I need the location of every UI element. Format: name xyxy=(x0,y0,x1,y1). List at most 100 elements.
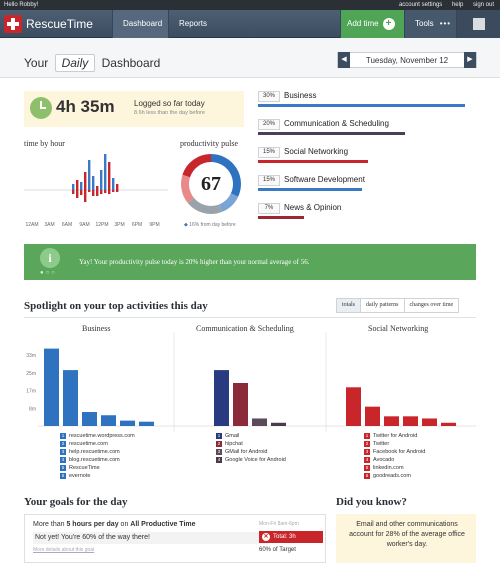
spotlight-bar[interactable] xyxy=(120,420,135,426)
y-tick-label: 8m xyxy=(29,407,36,413)
tools-label: Tools xyxy=(415,19,434,28)
add-time-button[interactable]: Add time + xyxy=(340,10,404,38)
hourly-bar-up xyxy=(76,180,79,190)
spotlight-panel: Business Communication & Scheduling Soci… xyxy=(24,317,476,480)
up-arrow-icon: ◆ xyxy=(184,222,188,228)
legend-label: hipchat xyxy=(225,441,243,447)
category-row[interactable]: 15% Social Networking xyxy=(258,147,488,169)
hourly-bar-down xyxy=(88,190,91,192)
legend-item[interactable]: 4 Google Voice for Android xyxy=(216,456,286,464)
nav-dashboard[interactable]: Dashboard xyxy=(112,10,168,38)
goal-card: More than 5 hours per day on All Product… xyxy=(24,514,326,563)
spotlight-bar[interactable] xyxy=(214,370,229,426)
plus-icon: + xyxy=(382,18,395,30)
legend-item[interactable]: 2 Twitter xyxy=(364,440,425,448)
next-day-button[interactable]: ▶ xyxy=(464,52,476,68)
legend-label: Twitter for Android xyxy=(373,433,418,439)
legend-item[interactable]: 3 help.rescuetime.com xyxy=(60,448,135,456)
goal-text-a: More than xyxy=(33,521,67,528)
account-settings-link[interactable]: account settings xyxy=(398,2,443,8)
legend-item[interactable]: 1 Twitter for Android xyxy=(364,432,425,440)
spotlight-bar[interactable] xyxy=(271,422,286,426)
logo[interactable]: RescueTime xyxy=(4,14,93,34)
spotlight-bar[interactable] xyxy=(44,348,59,426)
logo-text: RescueTime xyxy=(26,17,93,31)
category-row[interactable]: 7% News & Opinion xyxy=(258,203,488,225)
prev-day-button[interactable]: ◀ xyxy=(338,52,350,68)
spotlight-legend: 1 rescuetime.wordpress.com 2 rescuetime.com… xyxy=(60,432,135,480)
category-name: Social Networking xyxy=(284,147,349,156)
legend-item[interactable]: 5 RescueTime xyxy=(60,464,135,472)
help-link[interactable]: help xyxy=(451,2,464,8)
notes-button[interactable] xyxy=(456,10,500,38)
legend-item[interactable]: 4 blog.rescuetime.com xyxy=(60,456,135,464)
legend-swatch: 2 xyxy=(364,440,370,447)
time-by-hour-title: time by hour xyxy=(24,139,65,148)
hourly-bar-down xyxy=(100,190,103,194)
nav-reports[interactable]: Reports xyxy=(168,10,218,38)
time-logged-summary: 4h 35m Logged so far today 8.6h less tha… xyxy=(24,91,244,127)
pulse-segment xyxy=(218,193,239,212)
period-select[interactable]: Daily xyxy=(54,54,96,72)
rescuetime-cross-icon xyxy=(4,15,22,33)
banner-pager[interactable]: ●○○ xyxy=(40,270,57,276)
legend-item[interactable]: 1 rescuetime.wordpress.com xyxy=(60,432,135,440)
spotlight-bar[interactable] xyxy=(82,412,97,426)
legend-item[interactable]: 6 evernote xyxy=(60,472,135,480)
tab-totals[interactable]: totals xyxy=(336,298,361,313)
greeting: Hello Robby! xyxy=(4,2,39,8)
spotlight-bar[interactable] xyxy=(139,421,154,426)
legend-item[interactable]: 1 Gmail xyxy=(216,432,286,440)
pulse-banner: i ●○○ Yay! Your productivity pulse today… xyxy=(24,244,476,280)
hourly-tick-label: 9PM xyxy=(149,222,159,228)
hourly-bar-down xyxy=(72,190,75,194)
current-date[interactable]: Tuesday, November 12 xyxy=(365,55,449,65)
spotlight-bar[interactable] xyxy=(403,416,418,426)
category-percent: 20% xyxy=(258,119,280,130)
spotlight-bar[interactable] xyxy=(252,418,267,426)
legend-label: help.rescuetime.com xyxy=(69,449,120,455)
spotlight-bar[interactable] xyxy=(422,418,437,426)
close-icon: ✕ xyxy=(262,533,270,541)
category-row[interactable]: 20% Communication & Scheduling xyxy=(258,119,488,141)
legend-item[interactable]: 4 Avocado xyxy=(364,456,425,464)
did-you-know-title: Did you know? xyxy=(336,496,407,508)
spotlight-bar[interactable] xyxy=(346,387,361,426)
hourly-bar-up xyxy=(108,162,111,190)
legend-item[interactable]: 2 hipchat xyxy=(216,440,286,448)
pulse-note: ◆ 16% from day before xyxy=(184,222,236,228)
spotlight-bar[interactable] xyxy=(384,416,399,426)
productivity-pulse-chart: 67 xyxy=(181,154,241,214)
tab-daily-patterns[interactable]: daily patterns xyxy=(360,298,405,313)
spotlight-bar[interactable] xyxy=(233,383,248,426)
spotlight-bar[interactable] xyxy=(63,370,78,426)
tab-changes-over-time[interactable]: changes over time xyxy=(403,298,460,313)
spotlight-title: Spotlight on your top activities this da… xyxy=(24,300,208,312)
legend-item[interactable]: 3 Facebook for Android xyxy=(364,448,425,456)
category-name: Business xyxy=(284,91,317,100)
legend-item[interactable]: 2 rescuetime.com xyxy=(60,440,135,448)
logged-label: Logged so far today xyxy=(134,99,205,108)
legend-item[interactable]: 6 goodreads.com xyxy=(364,472,425,480)
hourly-bar-down xyxy=(96,190,99,196)
spotlight-bar[interactable] xyxy=(101,415,116,426)
spotlight-bar[interactable] xyxy=(365,406,380,426)
legend-swatch: 2 xyxy=(216,440,222,447)
category-percent: 15% xyxy=(258,147,280,158)
tools-menu[interactable]: Tools ••• xyxy=(404,10,456,38)
hourly-bar-down xyxy=(116,190,119,192)
category-row[interactable]: 30% Business xyxy=(258,91,488,113)
legend-item[interactable]: 5 linkedin.com xyxy=(364,464,425,472)
spotlight-bar[interactable] xyxy=(441,422,456,426)
goal-details-link[interactable]: More details about this goal xyxy=(33,547,95,553)
hourly-bar-up xyxy=(100,170,103,190)
pulse-segment xyxy=(187,197,223,214)
category-row[interactable]: 15% Software Development xyxy=(258,175,488,197)
legend-item[interactable]: 3 GMail for Android xyxy=(216,448,286,456)
hourly-bar-up xyxy=(88,160,91,190)
goals-title: Your goals for the day xyxy=(24,496,128,508)
spotlight-legend: 1 Gmail 2 hipchat 3 GMail for Android 4 Google … xyxy=(216,432,286,464)
hourly-tick-label: 6PM xyxy=(132,222,142,228)
legend-swatch: 3 xyxy=(216,448,222,455)
sign-out-link[interactable]: sign out xyxy=(472,2,494,8)
